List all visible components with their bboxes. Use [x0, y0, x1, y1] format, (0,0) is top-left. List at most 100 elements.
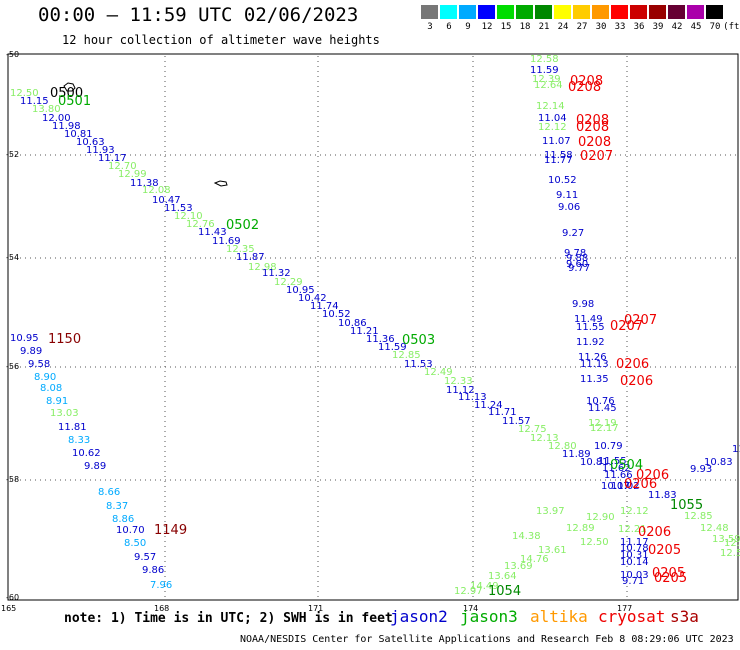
wave-height-value: 12.33: [444, 376, 473, 387]
legend-swatch: [535, 5, 552, 19]
wave-height-value: 9.98: [572, 299, 594, 310]
satellite-legend-cryosat: cryosat: [598, 607, 666, 626]
lat-label: -56: [6, 362, 19, 371]
wave-height-value: 11.83: [648, 490, 677, 501]
wave-height-value: 8.37: [106, 501, 128, 512]
legend-bin-label: 39: [652, 22, 664, 32]
track-time-label: 1150: [48, 332, 81, 347]
wave-height-value: 10.95: [286, 285, 315, 296]
wave-height-value: 13.64: [488, 571, 517, 582]
legend-swatch: [554, 5, 571, 19]
wave-height-value: 10.07: [601, 481, 630, 492]
wave-height-value: 11.26: [578, 352, 607, 363]
wave-height-value: 12.98: [248, 262, 277, 273]
wave-height-value: 13.61: [538, 545, 567, 556]
wave-height-value: 12.39: [532, 74, 561, 85]
wave-height-value: 11.59: [378, 342, 407, 353]
track-time-label: 0205: [648, 543, 681, 558]
wave-height-value: 10.79: [594, 441, 623, 452]
wave-height-value: 12.00: [42, 113, 71, 124]
legend-swatch: [668, 5, 685, 19]
wave-height-value: 12.54: [720, 548, 740, 559]
track-time-label: 0207: [580, 149, 613, 164]
legend-swatch: [478, 5, 495, 19]
legend-swatch: [687, 5, 704, 19]
wave-height-value: 12.49: [424, 367, 453, 378]
wave-height-value: 10.86: [338, 318, 367, 329]
wave-height-value: 11.15: [20, 96, 49, 107]
wave-height-value: 10.63: [76, 137, 105, 148]
track-time-label: 1149: [154, 523, 187, 538]
wave-height-value: 11.38: [130, 178, 159, 189]
track-time-label: 0503: [402, 333, 435, 348]
wave-height-value: 14.76: [520, 554, 549, 565]
legend-bin-label: 42: [671, 22, 683, 32]
lat-label: -54: [6, 253, 19, 262]
wave-height-value: 11.62: [602, 463, 631, 474]
lon-label: 177: [617, 604, 632, 613]
wave-height-value: 9.60: [566, 259, 588, 270]
legend-swatch: [440, 5, 457, 19]
wave-height-value: 12.75: [518, 424, 547, 435]
wave-height-value: 11.13: [458, 392, 487, 403]
wave-height-value: 9.89: [20, 346, 42, 357]
wave-height-value: 10.47: [152, 195, 181, 206]
lon-label: 174: [463, 604, 478, 613]
wave-height-value: 8.66: [98, 487, 120, 498]
track-time-label: 1055: [670, 498, 703, 513]
satellite-legend-altika: altika: [530, 607, 588, 626]
legend-bin-label: 70: [709, 22, 721, 32]
legend-swatch: [611, 5, 628, 19]
wave-height-value: 11.07: [542, 136, 571, 147]
wave-height-value: 11.12: [446, 385, 475, 396]
legend-bin-label: 24: [557, 22, 569, 32]
wave-height-value: 10.62: [72, 448, 101, 459]
wave-height-value: 13.97: [536, 506, 565, 517]
track-time-label: 0208: [570, 74, 603, 89]
wave-height-value: 12.58: [530, 54, 559, 65]
wave-height-value: 11.45: [588, 403, 617, 414]
track-time-label: 0206: [638, 525, 671, 540]
wave-height-value: 11.02: [611, 481, 640, 492]
wave-height-value: 12.85: [684, 511, 713, 522]
lat-label: -58: [6, 475, 19, 484]
track-time-label: 0205: [652, 566, 685, 581]
wave-height-value: 11.92: [576, 337, 605, 348]
wave-height-value: 12.89: [566, 523, 595, 534]
wave-height-value: 8.33: [68, 435, 90, 446]
track-time-label: 0500: [50, 86, 83, 101]
wave-height-value: 9.78: [564, 248, 586, 259]
legend-bin-label: 12: [481, 22, 493, 32]
track-time-label: 0208: [576, 113, 609, 128]
wave-height-value: 11.98: [52, 121, 81, 132]
wave-height-value: 10.76: [586, 396, 615, 407]
wave-height-value: 11.74: [310, 301, 339, 312]
lon-label: 168: [154, 604, 169, 613]
island-outline: [213, 180, 228, 187]
wave-height-value: 11.53: [404, 359, 433, 370]
wave-height-value: 12.08: [142, 185, 171, 196]
wave-height-value: 10.52: [548, 175, 577, 186]
lat-label: -52: [6, 150, 19, 159]
wave-height-value: 9.77: [568, 263, 590, 274]
track-time-label: 0208: [568, 80, 601, 95]
wave-height-value: 12.17: [590, 423, 619, 434]
wave-height-value: 10.81: [64, 129, 93, 140]
wave-height-value: 13.59: [712, 534, 740, 545]
wave-height-value: 11.32: [262, 268, 291, 279]
legend-swatch: [649, 5, 666, 19]
chart-subtitle: 12 hour collection of altimeter wave hei…: [62, 33, 380, 47]
wave-height-value: 11.24: [474, 400, 503, 411]
track-time-label: 0207: [610, 319, 643, 334]
wave-height-value: 9.06: [558, 202, 580, 213]
wave-height-value: 12.97: [454, 586, 483, 597]
track-time-label: 0205: [654, 571, 687, 586]
wave-height-value: 11.81: [58, 422, 87, 433]
wave-height-value: 11.04: [538, 113, 567, 124]
wave-height-value: 8.90: [34, 372, 56, 383]
wave-height-value: 13.03: [50, 408, 79, 419]
legend-bin-label: 45: [690, 22, 702, 32]
wave-height-value: 10.52: [322, 309, 351, 320]
wave-height-value: 13.80: [32, 104, 61, 115]
